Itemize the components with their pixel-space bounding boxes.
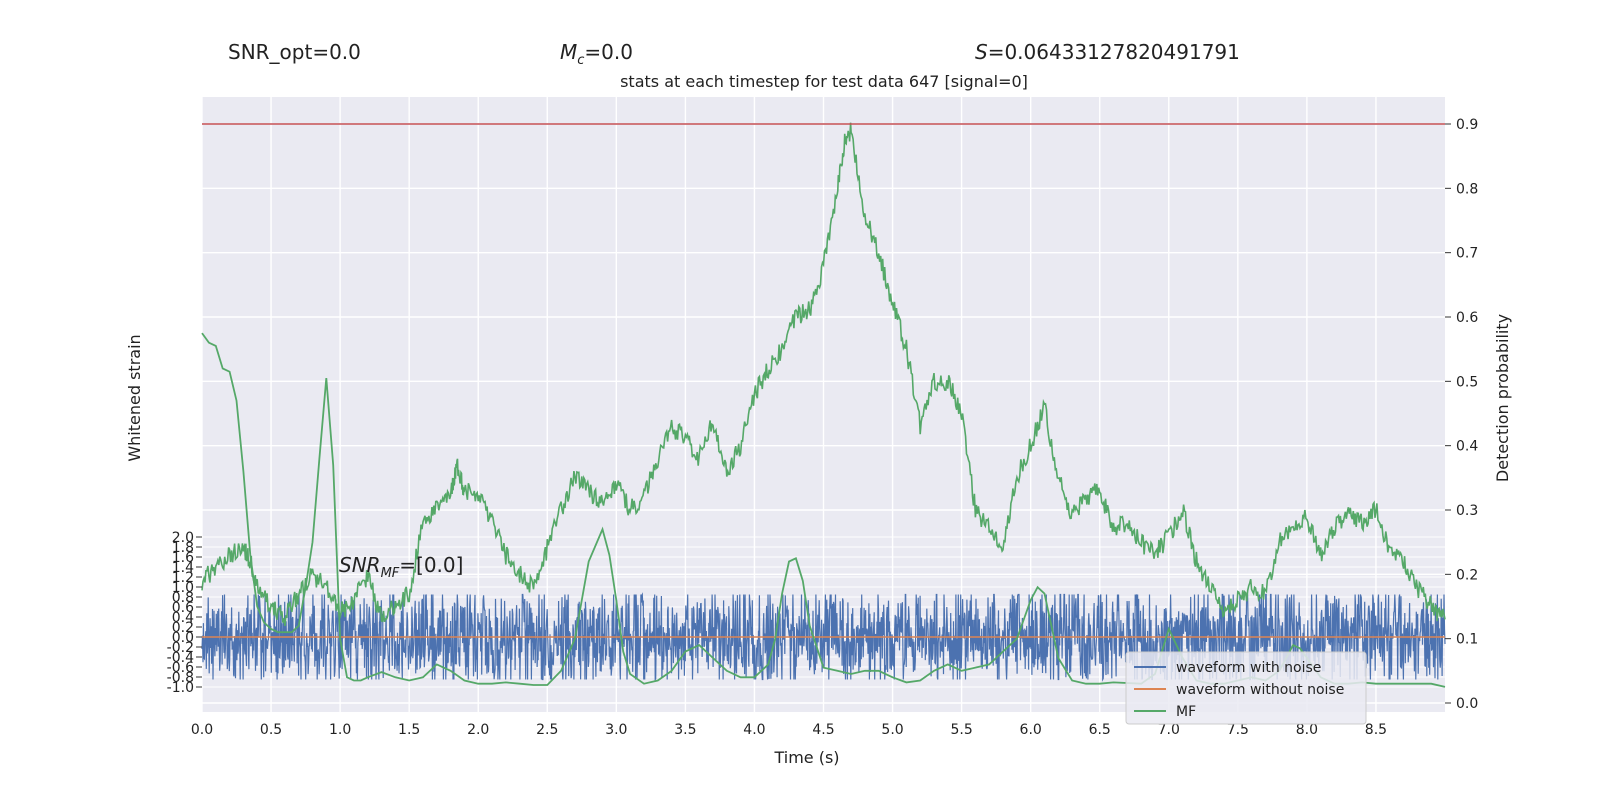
right-tick-label: 0.5: [1456, 374, 1478, 390]
left-tick-label: 0.2: [172, 620, 194, 636]
score-stat: S=0.06433127820491791: [975, 40, 1240, 64]
left-tick-label: 0.0: [172, 630, 194, 646]
x-tick-label: 1.5: [398, 722, 420, 738]
left-tick-label: -0.6: [167, 660, 194, 676]
x-tick-label: 5.0: [881, 722, 903, 738]
x-axis-label: Time (s): [773, 748, 839, 767]
right-tick-label: 0.3: [1456, 503, 1478, 519]
chirp-mass-stat: Mc=0.0: [560, 40, 633, 68]
right-tick-label: 0.7: [1456, 246, 1478, 262]
left-axis-label: Whitened strain: [125, 334, 144, 461]
left-tick-label: 1.4: [172, 560, 194, 576]
x-tick-label: 4.0: [743, 722, 765, 738]
x-tick-label: 4.5: [812, 722, 834, 738]
x-tick-label: 6.5: [1089, 722, 1111, 738]
x-tick-label: 6.0: [1020, 722, 1042, 738]
right-tick-label: 0.2: [1456, 567, 1478, 583]
left-tick-label: 1.6: [172, 550, 194, 566]
right-tick-label: 0.0: [1456, 696, 1478, 712]
x-tick-label: 0.5: [260, 722, 282, 738]
x-tick-label: 2.0: [467, 722, 489, 738]
x-tick-label: 8.0: [1296, 722, 1318, 738]
left-tick-label: 1.0: [172, 580, 194, 596]
x-tick-label: 5.5: [950, 722, 972, 738]
legend-label: waveform without noise: [1176, 682, 1344, 698]
left-tick-label: -1.0: [167, 680, 194, 696]
right-axis-label: Detection probability: [1493, 314, 1512, 482]
snr-mf-annotation: SNRMF=[0.0]: [339, 553, 464, 581]
right-tick-label: 0.6: [1456, 310, 1478, 326]
left-tick-label: -0.4: [167, 650, 194, 666]
x-tick-label: 1.0: [329, 722, 351, 738]
left-tick-label: 1.8: [172, 540, 194, 556]
x-tick-label: 3.0: [605, 722, 627, 738]
x-tick-label: 8.5: [1365, 722, 1387, 738]
legend-box: [1125, 651, 1367, 725]
x-tick-label: 2.5: [536, 722, 558, 738]
legend-label: waveform with noise: [1176, 660, 1321, 676]
left-tick-label: 0.8: [172, 590, 194, 606]
snr-opt-stat: SNR_opt=0.0: [228, 40, 361, 64]
left-tick-label: -0.2: [167, 640, 194, 656]
left-tick-label: 2.0: [172, 530, 194, 546]
series-detection-probability: [201, 122, 1446, 627]
right-tick-label: 0.1: [1456, 632, 1478, 648]
left-tick-label: 0.6: [172, 600, 194, 616]
left-tick-label: -0.8: [167, 670, 194, 686]
right-tick-label: 0.8: [1456, 181, 1478, 197]
legend-label: MF: [1176, 704, 1196, 720]
x-tick-label: 7.0: [1158, 722, 1180, 738]
left-tick-label: 0.4: [172, 610, 194, 626]
right-tick-label: 0.4: [1456, 439, 1478, 455]
x-tick-label: 3.5: [674, 722, 696, 738]
right-tick-label: 0.9: [1456, 117, 1478, 133]
x-tick-label: 7.5: [1227, 722, 1249, 738]
x-tick-label: 0.0: [191, 722, 213, 738]
left-tick-label: 1.2: [172, 570, 194, 586]
chart-title: stats at each timestep for test data 647…: [620, 72, 1028, 91]
